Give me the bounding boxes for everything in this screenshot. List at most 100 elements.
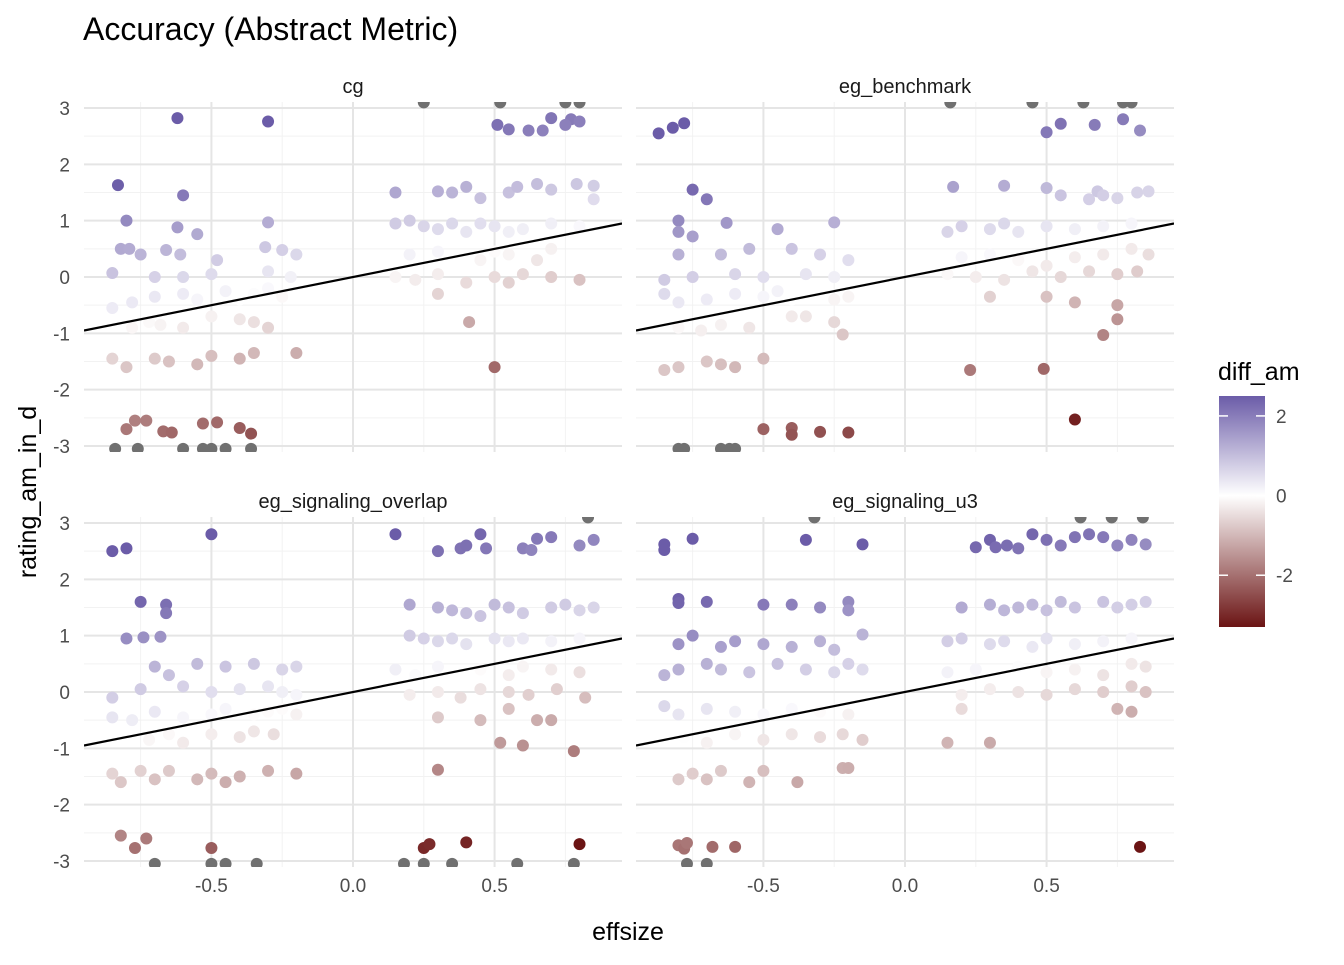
data-point <box>1111 539 1124 552</box>
data-point <box>573 632 586 645</box>
y-tick-label: 0 <box>59 268 70 289</box>
data-point <box>474 528 487 541</box>
data-point <box>814 731 827 744</box>
data-point <box>1074 517 1087 524</box>
data-point <box>1111 299 1124 312</box>
data-point <box>106 767 119 780</box>
data-point <box>109 442 122 452</box>
data-point <box>1026 598 1039 611</box>
data-point <box>1125 598 1138 611</box>
data-point <box>494 736 507 749</box>
data-point <box>417 857 430 867</box>
data-point <box>177 711 190 724</box>
data-point <box>262 282 275 295</box>
data-point <box>205 310 218 323</box>
data-point <box>700 857 713 867</box>
data-point <box>460 607 473 620</box>
data-point <box>205 528 218 541</box>
data-point <box>706 840 719 853</box>
data-point <box>808 517 821 524</box>
data-point <box>516 632 529 645</box>
points-eg_benchmark <box>652 102 1155 452</box>
data-point <box>250 857 263 867</box>
data-point <box>491 118 504 131</box>
data-point <box>983 223 996 236</box>
data-point <box>1068 683 1081 696</box>
data-point <box>695 324 708 337</box>
data-point <box>219 702 232 715</box>
data-point <box>842 290 855 303</box>
data-point <box>743 242 756 255</box>
data-point <box>409 273 422 286</box>
data-point <box>460 638 473 651</box>
panel-strip-label: eg_benchmark <box>839 76 972 98</box>
data-point <box>106 545 119 558</box>
data-point <box>714 764 727 777</box>
data-point <box>106 711 119 724</box>
data-point <box>842 708 855 721</box>
data-point <box>672 708 685 721</box>
data-point <box>165 426 178 439</box>
panels-layer: cg -3 -2 -1 0 1 2 3 eg_benchmark eg_signaling_ove… <box>53 76 1174 897</box>
data-point <box>290 708 303 721</box>
data-point <box>559 598 572 611</box>
data-point <box>191 228 204 241</box>
data-point <box>856 628 869 641</box>
data-point <box>1097 595 1110 608</box>
data-point <box>1125 705 1138 718</box>
data-point <box>836 328 849 341</box>
x-tick-label: 0.5 <box>481 876 507 897</box>
data-point <box>550 683 563 696</box>
data-point <box>403 248 416 261</box>
data-point <box>1012 542 1025 555</box>
data-point <box>502 686 515 698</box>
x-tick-label: 0.0 <box>340 876 366 897</box>
data-point <box>842 595 855 608</box>
data-point <box>1054 117 1067 130</box>
data-point <box>573 838 586 851</box>
data-point <box>205 767 218 780</box>
data-point <box>171 112 184 125</box>
data-point <box>1125 217 1138 230</box>
data-point <box>502 123 515 136</box>
data-point <box>573 604 586 617</box>
y-tick-label: -3 <box>53 437 70 458</box>
data-point <box>446 186 459 199</box>
data-point <box>511 180 524 193</box>
data-point <box>276 243 289 256</box>
data-point <box>1012 601 1025 614</box>
y-tick-label: 2 <box>59 570 70 591</box>
data-point <box>262 115 275 128</box>
data-point <box>828 216 841 229</box>
data-point <box>431 287 444 300</box>
data-point <box>652 127 665 140</box>
data-point <box>1139 595 1152 608</box>
data-point <box>1068 251 1081 264</box>
data-point <box>729 635 742 648</box>
data-point <box>1134 840 1147 853</box>
data-point <box>573 220 586 233</box>
data-point <box>114 829 127 842</box>
data-point <box>714 358 727 371</box>
colorbar-tick-label: 0 <box>1276 487 1287 508</box>
data-point <box>545 663 558 676</box>
data-point <box>162 764 175 777</box>
data-point <box>573 102 586 109</box>
data-point <box>582 517 595 524</box>
data-point <box>1139 660 1152 673</box>
data-point <box>531 254 544 267</box>
data-point <box>1040 220 1053 233</box>
data-point <box>842 254 855 267</box>
data-point <box>431 660 444 673</box>
data-point <box>1131 265 1144 278</box>
data-point <box>431 711 444 724</box>
data-point <box>502 276 515 289</box>
data-point <box>941 225 954 238</box>
data-point <box>446 217 459 230</box>
data-point <box>814 635 827 648</box>
data-point <box>989 541 1002 554</box>
data-point <box>1125 102 1138 109</box>
data-point <box>502 225 515 238</box>
data-point <box>729 840 742 853</box>
data-point <box>680 836 693 849</box>
